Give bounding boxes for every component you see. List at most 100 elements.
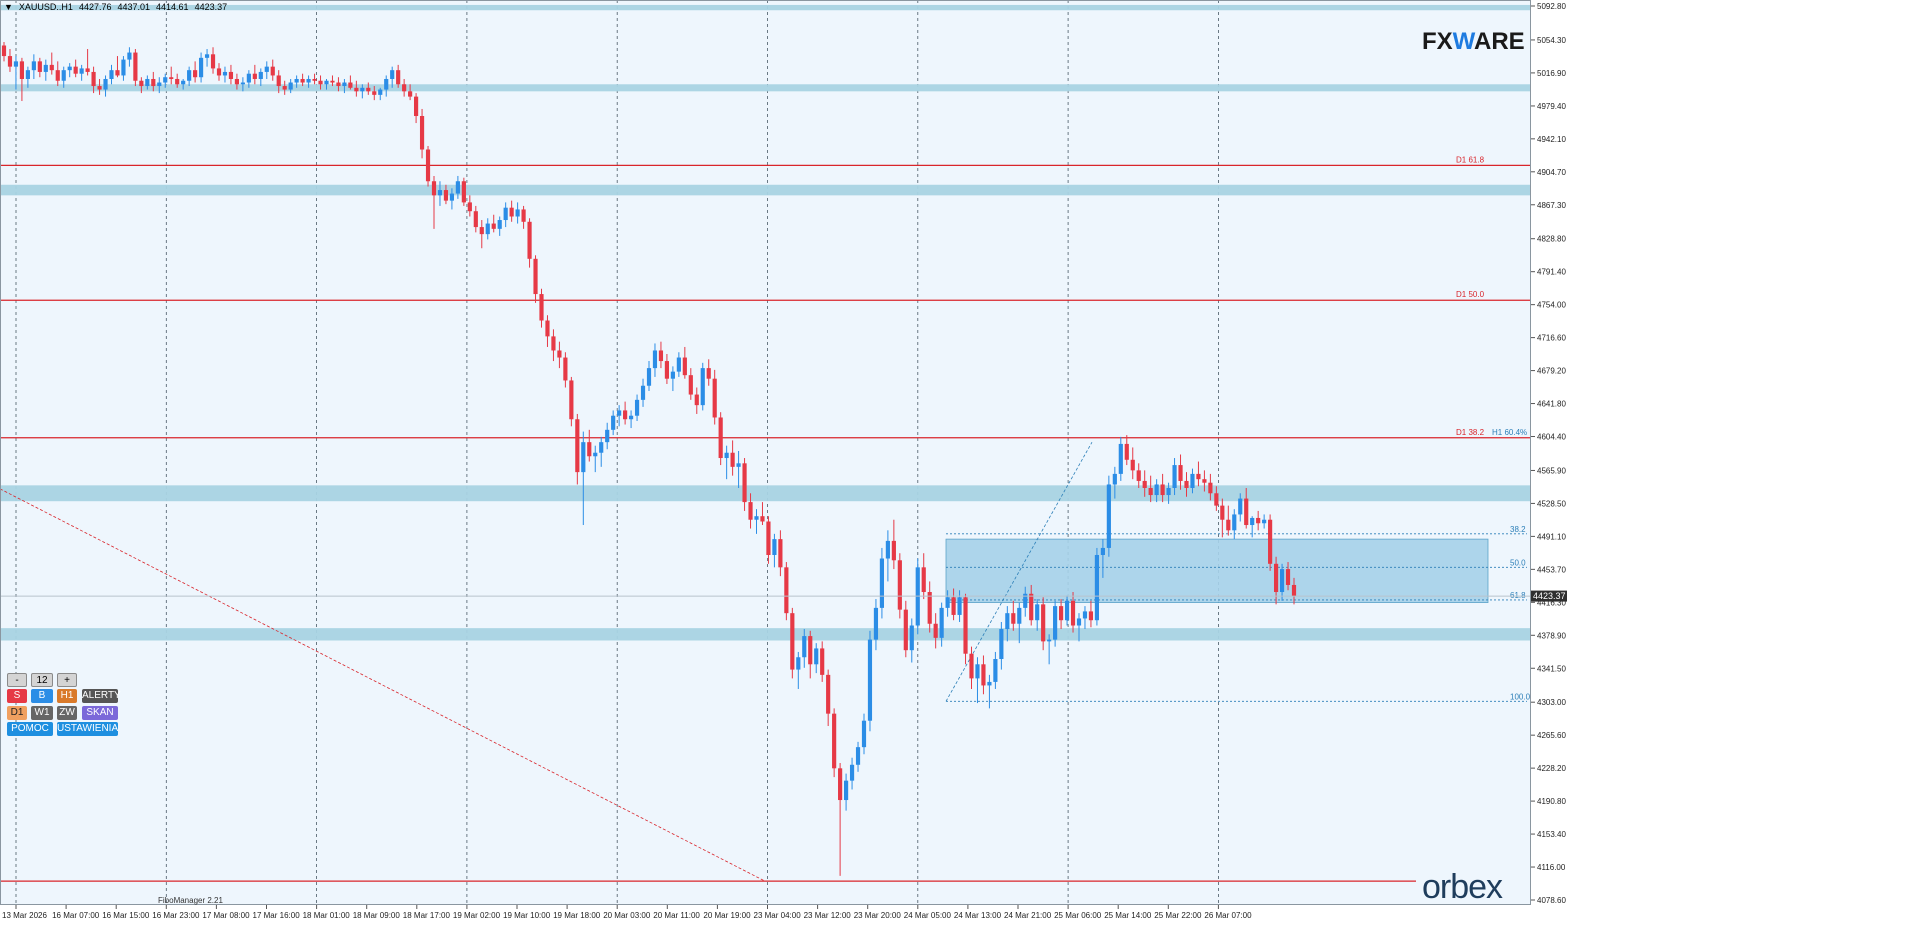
candle-body — [79, 68, 84, 74]
orbex-logo: orbex — [1422, 868, 1503, 906]
candle-body — [1100, 547, 1105, 555]
candle-body — [222, 71, 228, 76]
candle-body — [103, 78, 108, 90]
trend-lines — [0, 441, 1093, 882]
candle-body — [1172, 465, 1177, 488]
period-value-field[interactable]: 12 — [31, 673, 53, 687]
candle-body — [198, 57, 204, 78]
time-tick-label: 16 Mar 07:00 — [52, 911, 100, 920]
candle-body — [628, 415, 634, 420]
w1-button[interactable]: W1 — [31, 706, 53, 720]
candle-body — [861, 720, 867, 748]
period-minus-button[interactable]: - — [7, 673, 27, 687]
time-tick-label: 19 Mar 02:00 — [453, 911, 501, 920]
candle-body — [1005, 613, 1010, 630]
candle-body — [246, 73, 251, 83]
candle-body — [467, 202, 472, 212]
d1-button[interactable]: D1 — [7, 706, 27, 720]
candle-body — [951, 597, 956, 615]
price-tick-label: 5054.30 — [1537, 36, 1566, 45]
dropdown-triangle-icon[interactable]: ▼ — [4, 2, 13, 12]
candle-body — [175, 78, 180, 85]
candle-body — [515, 209, 520, 217]
help-button[interactable]: POMOC — [7, 722, 53, 736]
candle-body — [336, 82, 341, 87]
candles — [1, 41, 1297, 876]
buy-button[interactable]: B — [31, 689, 53, 703]
candle-body — [151, 78, 156, 87]
candle-body — [1023, 593, 1028, 608]
candle-body — [1082, 611, 1088, 619]
time-tick-label: 20 Mar 19:00 — [703, 911, 751, 920]
candle-body — [127, 52, 132, 60]
candle-body — [396, 70, 401, 85]
fxware-logo-prefix: FX — [1422, 28, 1453, 55]
candle-body — [270, 66, 275, 76]
candle-body — [145, 78, 150, 87]
candle-body — [1112, 473, 1117, 485]
candle-body — [855, 747, 861, 765]
candle-body — [1244, 498, 1249, 526]
candle-body — [1136, 470, 1141, 481]
period-plus-button[interactable]: + — [57, 673, 77, 687]
candle-body — [43, 64, 48, 72]
candle-body — [969, 653, 974, 679]
price-tick-label: 5092.80 — [1537, 2, 1566, 11]
candle-body — [402, 84, 407, 92]
candle-body — [539, 294, 544, 321]
candle-body — [169, 77, 174, 79]
time-tick-label: 19 Mar 18:00 — [553, 911, 601, 920]
candle-body — [796, 657, 801, 670]
candle-body — [210, 54, 216, 69]
price-tick-label: 4979.40 — [1537, 102, 1566, 111]
candle-body — [67, 66, 72, 71]
low-value: 4414.61 — [156, 2, 189, 12]
candle-body — [97, 86, 102, 90]
candle-body — [73, 66, 78, 74]
price-tick-label: 4190.80 — [1537, 797, 1566, 806]
candle-body — [216, 68, 222, 76]
time-tick-label: 20 Mar 03:00 — [603, 911, 651, 920]
candle-body — [491, 223, 496, 229]
chart-border — [0, 0, 1531, 905]
candle-body — [1262, 519, 1267, 524]
candle-body — [437, 190, 443, 196]
candle-body — [575, 419, 580, 473]
candle-body — [1070, 600, 1076, 626]
zw-button[interactable]: ZW — [57, 706, 77, 720]
price-axis-panel — [1531, 0, 1916, 923]
price-tick-label: 4528.50 — [1537, 499, 1566, 508]
settings-button[interactable]: USTAWIENIA — [57, 722, 119, 736]
candle-body — [581, 442, 586, 473]
candle-body — [306, 78, 311, 83]
candle-body — [623, 410, 628, 420]
candle-body — [1166, 487, 1171, 496]
time-tick-label: 20 Mar 11:00 — [653, 911, 700, 920]
alerts-button[interactable]: ALERTY — [82, 689, 121, 703]
candle-body — [1256, 517, 1261, 524]
candle-body — [157, 82, 162, 87]
h1-button[interactable]: H1 — [57, 689, 77, 703]
candle-body — [1142, 480, 1147, 488]
candle-body — [1, 45, 7, 57]
price-tick-label: 4791.40 — [1537, 268, 1566, 277]
candle-body — [993, 659, 998, 682]
price-tick-label: 4378.90 — [1537, 631, 1566, 640]
candle-body — [473, 211, 478, 228]
time-tick-label: 24 Mar 05:00 — [904, 911, 952, 920]
candle-body — [766, 521, 771, 555]
time-tick-label: 25 Mar 06:00 — [1054, 911, 1102, 920]
candle-body — [748, 502, 753, 520]
time-axis: 13 Mar 2026 16 Mar 07:00 16 Mar 15:00 16 Ma… — [2, 905, 1252, 920]
candle-body — [939, 607, 944, 638]
time-tick-label: 18 Mar 17:00 — [403, 911, 451, 920]
price-tick-label: 4116.00 — [1537, 863, 1566, 872]
candle-body — [360, 87, 365, 92]
scan-button[interactable]: SKAN — [82, 706, 118, 720]
retracement-box: 38.2 50.0 61.8 100.0 — [945, 525, 1531, 702]
price-tick-label: 4491.10 — [1537, 532, 1566, 541]
sell-button[interactable]: S — [7, 689, 27, 703]
candle-body — [497, 220, 502, 229]
